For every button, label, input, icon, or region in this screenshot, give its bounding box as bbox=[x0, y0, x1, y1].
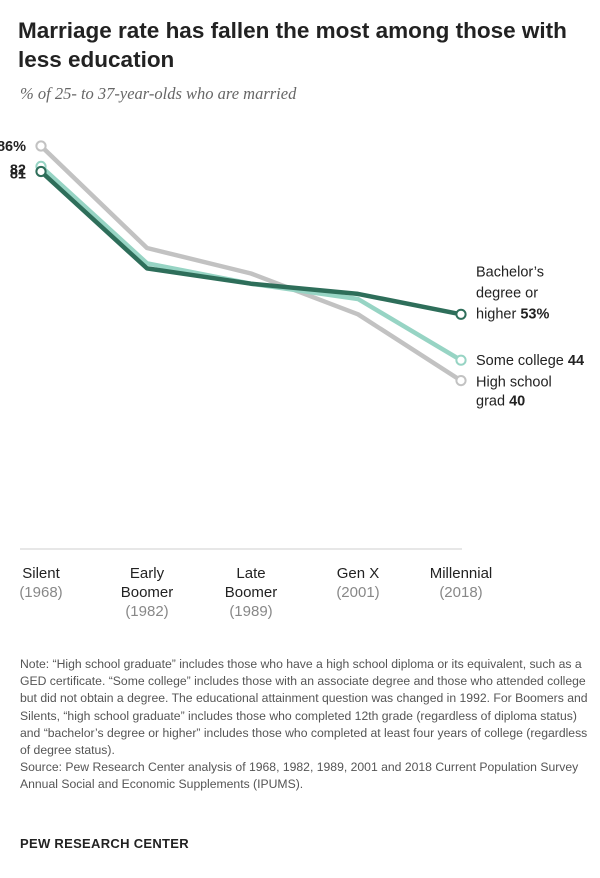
chart-title: Marriage rate has fallen the most among … bbox=[18, 18, 567, 72]
series-name-line: degree or bbox=[476, 285, 538, 301]
start-value-label: 81 bbox=[10, 167, 26, 183]
data-point bbox=[455, 308, 467, 320]
x-tick-label: Early Boomer bbox=[121, 565, 174, 601]
x-tick-label: Silent bbox=[22, 565, 60, 582]
x-tick-label-line: Silent bbox=[22, 565, 60, 582]
data-point bbox=[455, 354, 467, 366]
series-end-label: High school grad 40 bbox=[476, 375, 552, 410]
x-tick-label-line: Late bbox=[236, 565, 265, 582]
x-tick-label-line: Early bbox=[130, 565, 165, 582]
series-name-line: grad bbox=[476, 394, 505, 410]
series-name-line: High school bbox=[476, 375, 552, 391]
chart-subtitle: % of 25- to 37-year-olds who are married bbox=[20, 84, 297, 103]
start-value-label: 82 bbox=[10, 162, 26, 178]
data-point bbox=[35, 165, 47, 178]
note-text: Note: “High school graduate” includes th… bbox=[20, 657, 588, 758]
chart-notes: Note: “High school graduate” includes th… bbox=[20, 656, 590, 794]
source-text: Source: Pew Research Center analysis of … bbox=[20, 760, 579, 792]
x-tick-label-line: Boomer bbox=[121, 584, 174, 601]
x-tick-year: (1968) bbox=[19, 584, 62, 601]
x-tick-year: (1982) bbox=[125, 603, 168, 620]
x-tick-label: Millennial bbox=[430, 565, 493, 582]
x-tick-label-line: Boomer bbox=[225, 584, 278, 601]
data-point bbox=[35, 140, 47, 152]
x-tick-label: Gen X bbox=[337, 565, 380, 582]
series-line bbox=[38, 143, 464, 383]
x-tick-year: (1989) bbox=[229, 603, 272, 620]
series-end-value: 40 bbox=[509, 394, 525, 410]
x-tick-year: (2018) bbox=[439, 584, 482, 601]
series-end-label: Some college 44 bbox=[476, 353, 584, 369]
series-line bbox=[38, 164, 464, 363]
series-end-label: Bachelor’s degree or higher 53% bbox=[476, 264, 549, 322]
x-tick-label: Late Boomer bbox=[225, 565, 278, 601]
series-line bbox=[38, 169, 464, 317]
series-name-line: Bachelor’s bbox=[476, 264, 544, 280]
x-tick-label-line: Gen X bbox=[337, 565, 380, 582]
x-tick-year: (2001) bbox=[336, 584, 379, 601]
pew-logo-text: PEW RESEARCH CENTER bbox=[20, 836, 189, 851]
series-end-value: 44 bbox=[568, 353, 584, 369]
series-end-value: 53% bbox=[520, 306, 549, 322]
start-value-label: 86% bbox=[0, 139, 26, 155]
series-name-line: higher bbox=[476, 306, 516, 322]
line-chart: Silent (1968) Early Boomer (1982) Late Boomer (… bbox=[0, 139, 584, 620]
series-name-line: Some college bbox=[476, 353, 564, 369]
x-tick-label-line: Millennial bbox=[430, 565, 493, 582]
data-point bbox=[455, 375, 467, 387]
